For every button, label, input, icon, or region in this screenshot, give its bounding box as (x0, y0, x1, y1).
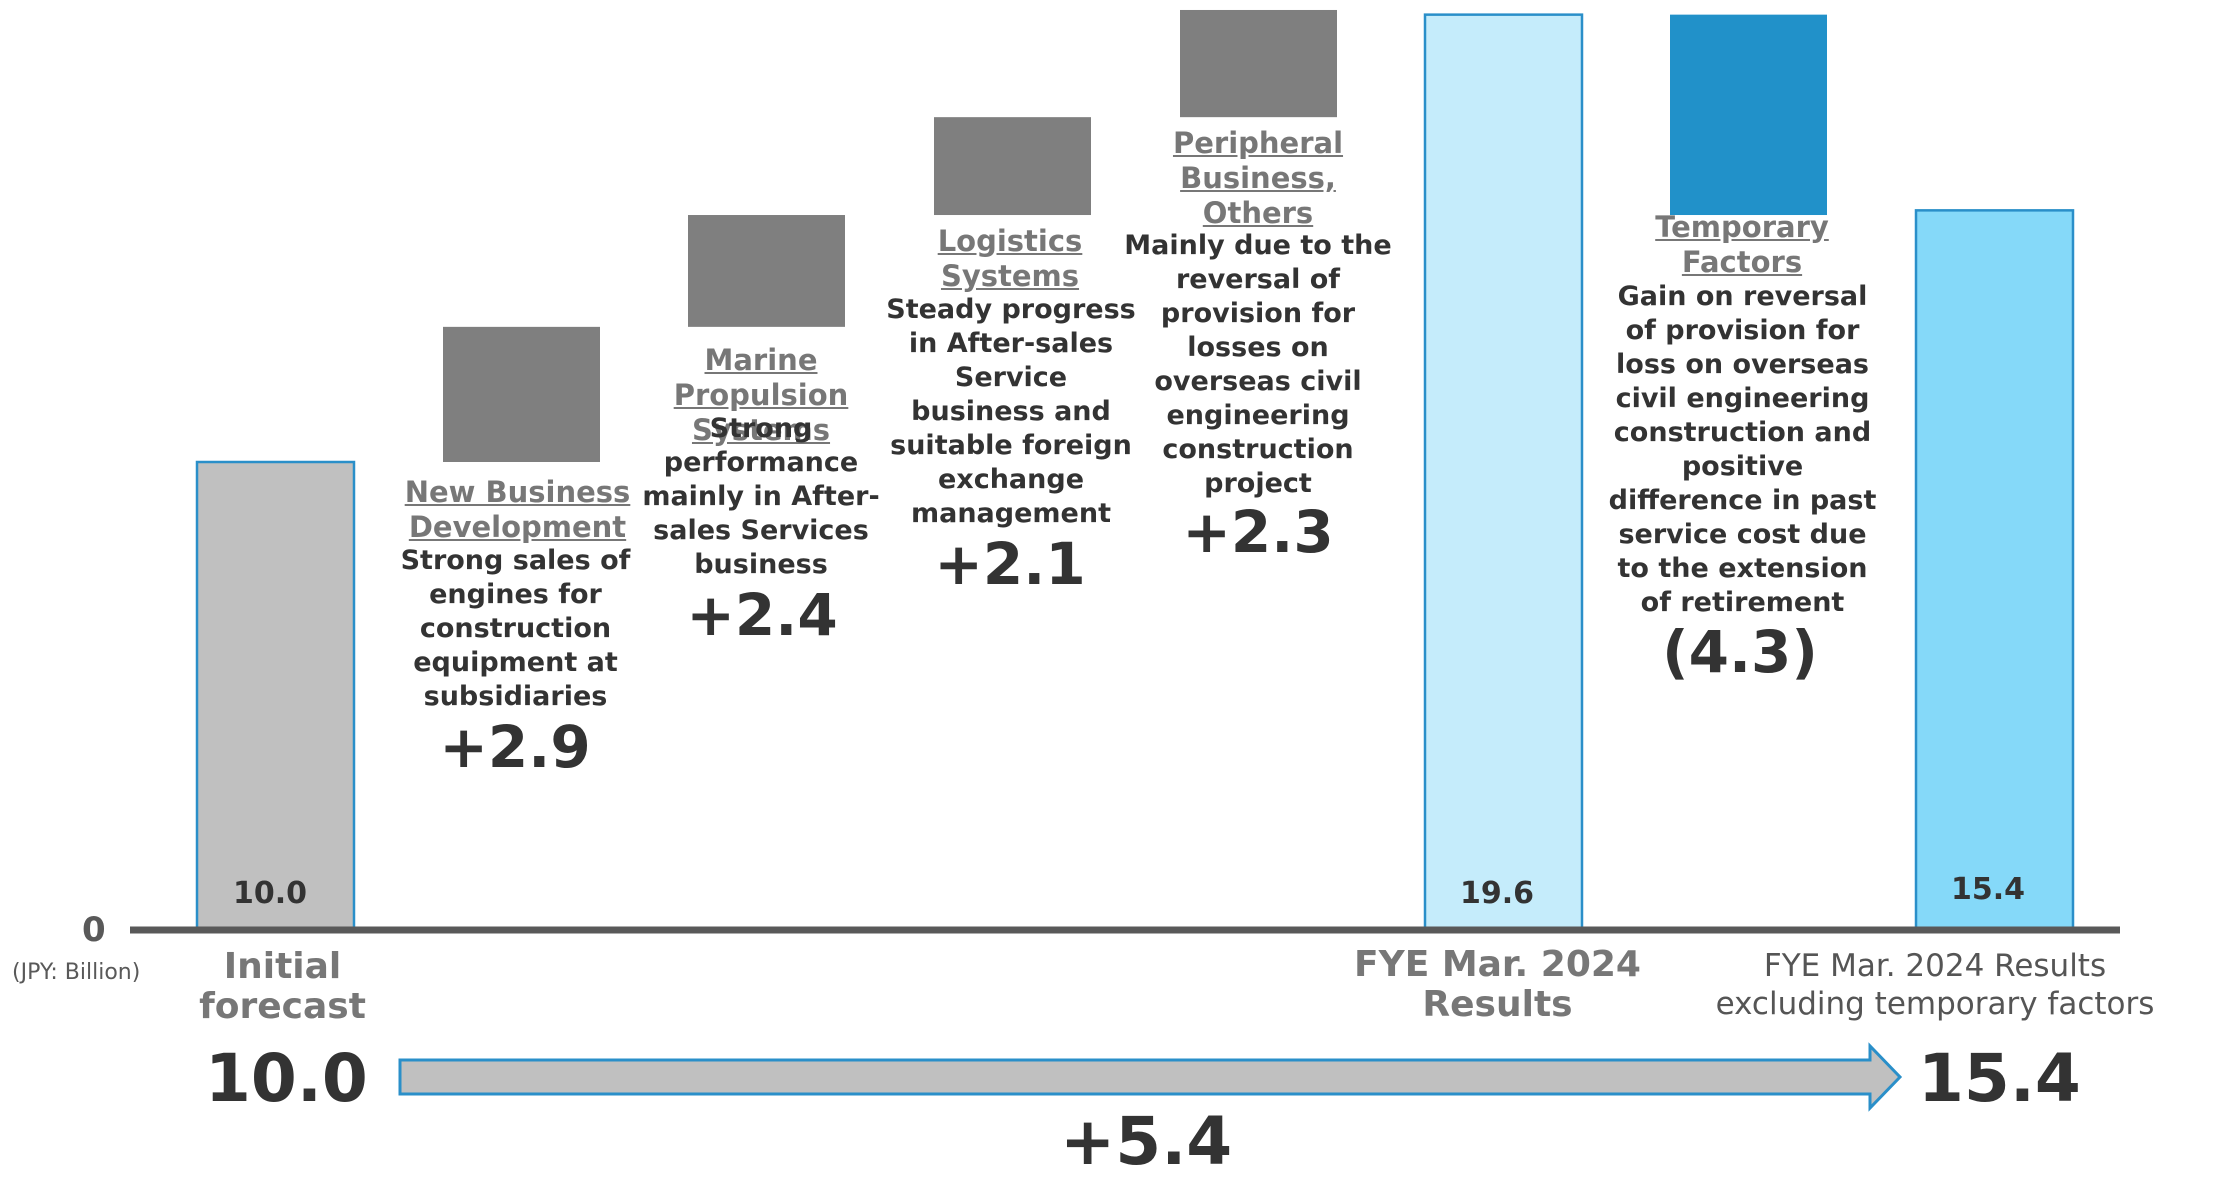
bar-peripheral (1180, 9, 1337, 118)
delta-new-business: +2.9 (439, 713, 591, 781)
bar-results (1423, 13, 1584, 930)
category-marine: Marine Propulsion Systems (673, 343, 849, 447)
category-peripheral: Peripheral Business, Others (1172, 126, 1344, 230)
xlabel-excl-line2: excluding temporary factors (1715, 986, 2155, 1022)
description-new-business: Strong sales of engines for construction… (400, 545, 631, 712)
xlabel-initial: Initial forecast (199, 946, 366, 1027)
bar-new-business (443, 326, 600, 462)
bar-initial (195, 460, 356, 930)
bar-excl (1914, 209, 2075, 930)
delta-peripheral: +2.3 (1182, 498, 1334, 566)
xlabel-excl-line1: FYE Mar. 2024 Results (1763, 948, 2107, 984)
delta-marine: +2.4 (686, 581, 838, 649)
delta-temporary: (4.3) (1662, 618, 1818, 686)
bar-value-initial: 10.0 (232, 876, 308, 911)
summary-change: +5.4 (1060, 1103, 1233, 1180)
bar-value-results: 19.6 (1459, 876, 1535, 911)
bar-temporary (1670, 14, 1827, 216)
summary-end-value: 15.4 (1918, 1040, 2081, 1117)
bar-value-excl: 15.4 (1950, 872, 2026, 907)
zero-tick-label: 0 (82, 910, 106, 950)
description-temporary: Gain on reversal of provision for loss o… (1608, 281, 1877, 618)
unit-label: (JPY: Billion) (12, 960, 141, 985)
bars-layer (195, 9, 2075, 930)
description-marine: Strong performance mainly in After-sales… (642, 413, 880, 580)
category-temporary: Temporary Factors (1655, 210, 1829, 279)
category-logistics: Logistics Systems (937, 224, 1083, 293)
category-new-business: New Business Development (404, 475, 631, 544)
summary-arrow-layer (398, 1042, 1903, 1112)
summary-arrow (398, 1042, 1903, 1112)
summary-start-value: 10.0 (205, 1040, 368, 1117)
description-logistics: Steady progress in After-sales Service b… (886, 294, 1136, 529)
bar-marine (688, 215, 845, 327)
bar-logistics (934, 117, 1091, 216)
xlabel-results: FYE Mar. 2024 Results (1354, 944, 1641, 1025)
description-peripheral: Mainly due to the reversal of provision … (1124, 230, 1392, 499)
delta-logistics: +2.1 (934, 530, 1086, 598)
